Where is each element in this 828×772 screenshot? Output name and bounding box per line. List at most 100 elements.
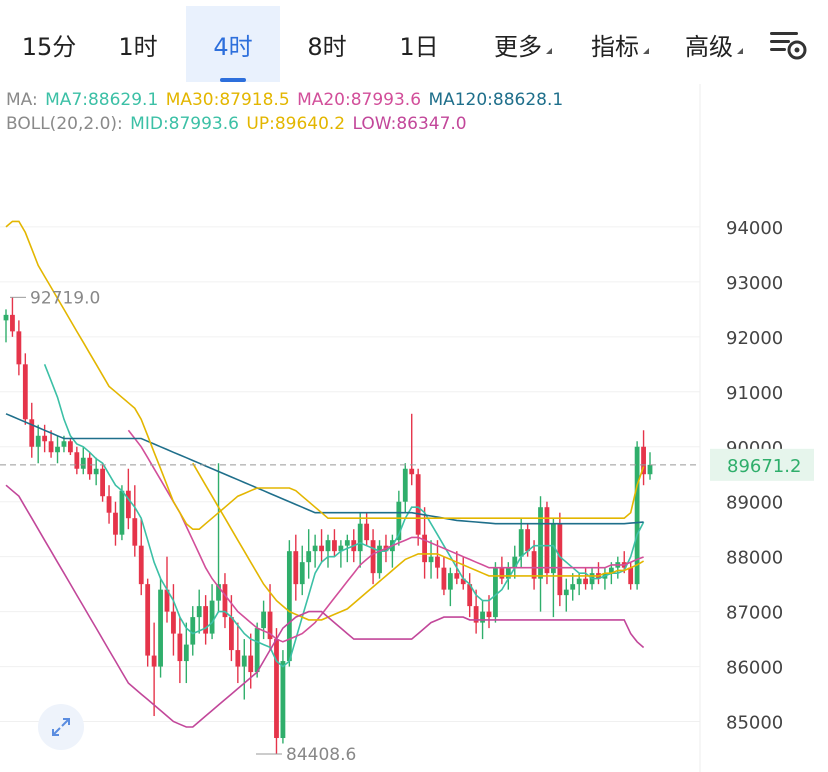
candle-body — [10, 314, 15, 332]
tab-advanced[interactable]: 高级 — [668, 6, 760, 82]
high-marker-label: 92719.0 — [30, 288, 100, 308]
candle-body — [100, 468, 105, 497]
candle-body — [235, 650, 241, 667]
candle-body — [402, 468, 408, 502]
expand-chart-button[interactable] — [38, 704, 84, 750]
candle-body — [512, 556, 518, 568]
boll-prefix: BOLL(20,2.0): — [6, 114, 123, 134]
dropdown-caret-icon — [546, 48, 552, 54]
candle-body — [441, 567, 447, 590]
candle-body — [608, 567, 614, 574]
candle-body — [177, 633, 183, 662]
ma-legend-row: MA: MA7:88629.1 MA30:87918.5 MA20:87993.… — [6, 88, 565, 112]
candle-body — [428, 556, 434, 563]
tab-more[interactable]: 更多 — [474, 6, 572, 82]
candle-body — [583, 578, 588, 585]
tab-4h[interactable]: 4时 — [186, 6, 280, 82]
candle-body — [332, 540, 337, 552]
last-price-tag — [710, 448, 814, 481]
ma-prefix: MA: — [6, 90, 38, 110]
candle-body — [364, 523, 370, 541]
boll-up-value: UP:89640.2 — [246, 114, 346, 134]
candle-body — [544, 507, 550, 574]
tab-label: 高级 — [685, 32, 733, 61]
candle-body — [299, 562, 305, 585]
candle-body — [261, 611, 266, 629]
y-tick-label: 94000 — [726, 218, 783, 239]
candle-body — [3, 314, 9, 321]
candle-body — [460, 578, 466, 585]
y-tick-label: 87000 — [726, 603, 783, 624]
candle-body — [106, 496, 112, 513]
candle-body — [319, 545, 324, 552]
tab-indicators[interactable]: 指标 — [572, 6, 668, 82]
candle-body — [422, 534, 427, 563]
candle-body — [203, 606, 209, 634]
candle-body — [241, 655, 247, 667]
candle-body — [35, 435, 41, 447]
candle-body — [93, 468, 99, 475]
tab-1h[interactable]: 1时 — [92, 6, 184, 82]
chart-settings-button[interactable] — [768, 26, 808, 62]
candle-body — [119, 490, 125, 535]
candle-body — [409, 468, 415, 475]
candle-body — [196, 606, 202, 618]
candle-body — [55, 446, 60, 453]
candle-body — [357, 523, 363, 552]
candle-body — [306, 551, 312, 563]
candle-body — [87, 457, 93, 475]
indicator-line-ma7 — [43, 364, 645, 668]
candle-body — [338, 545, 344, 552]
candlestick-chart[interactable]: 9400093000920009100090000890008800087000… — [0, 84, 828, 772]
candle-body — [16, 331, 22, 365]
indicator-line-ma20 — [127, 429, 644, 643]
boll-mid-value: MID:87993.6 — [130, 114, 239, 134]
candle-body — [505, 567, 511, 579]
candle-body — [312, 545, 318, 552]
candle-body — [486, 611, 492, 618]
tab-1d[interactable]: 1日 — [374, 6, 464, 82]
candle-body — [557, 523, 563, 596]
candle-body — [74, 452, 80, 469]
y-tick-label: 93000 — [726, 273, 783, 294]
candle-body — [435, 556, 440, 568]
active-tab-indicator — [220, 78, 246, 82]
candle-body — [125, 490, 131, 519]
candle-body — [254, 628, 260, 673]
candle-body — [467, 584, 473, 607]
tab-label: 4时 — [213, 32, 253, 61]
candle-body — [267, 611, 273, 640]
candle-body — [293, 551, 299, 585]
candle-body — [132, 518, 138, 546]
candle-body — [248, 655, 254, 673]
candle-body — [551, 523, 556, 574]
candle-body — [473, 606, 479, 623]
y-tick-label: 92000 — [726, 328, 783, 349]
candle-body — [641, 446, 646, 475]
candle-body — [171, 611, 176, 634]
dropdown-caret-icon — [643, 48, 649, 54]
candle-body — [377, 545, 382, 574]
candle-body — [634, 446, 640, 585]
y-tick-label: 86000 — [726, 658, 783, 679]
candle-body — [164, 589, 170, 612]
candle-body — [499, 567, 505, 579]
last-price-label: 89671.2 — [727, 456, 801, 477]
candle-body — [480, 611, 485, 623]
candle-body — [222, 584, 228, 618]
tab-label: 8时 — [307, 32, 347, 61]
candle-body — [415, 474, 421, 535]
candle-body — [454, 573, 460, 579]
tab-15m[interactable]: 15分 — [6, 6, 92, 82]
candle-body — [274, 639, 279, 739]
tab-label: 15分 — [21, 32, 77, 61]
tab-8h[interactable]: 8时 — [282, 6, 372, 82]
ma120-value: MA120:88628.1 — [428, 90, 564, 110]
y-tick-label: 89000 — [726, 493, 783, 514]
candle-body — [570, 584, 576, 590]
candle-body — [145, 584, 151, 656]
expand-arrows-icon — [52, 718, 70, 736]
candle-body — [183, 644, 189, 662]
candle-body — [531, 551, 537, 579]
candle-body — [344, 540, 350, 546]
